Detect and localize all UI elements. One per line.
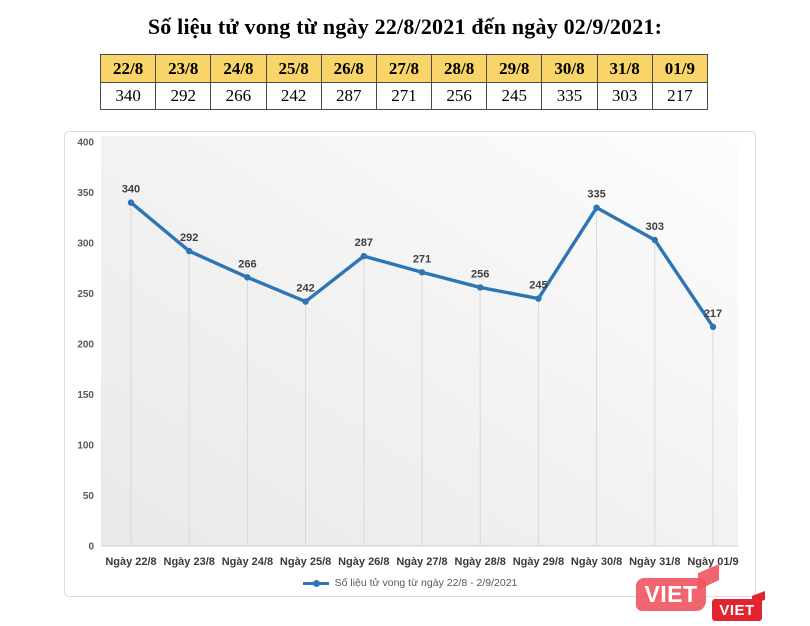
y-tick-label: 0 <box>88 542 94 553</box>
watermark-badge-large: VIET <box>636 578 706 611</box>
table-header-cell: 28/8 <box>431 54 488 83</box>
table-header-cell: 24/8 <box>210 54 267 83</box>
table-header-cell: 30/8 <box>541 54 598 83</box>
table-header-cell: 25/8 <box>265 54 322 83</box>
data-label: 217 <box>704 308 722 320</box>
table-value-cell: 271 <box>375 82 433 110</box>
x-tick-label: Ngày 25/8 <box>280 556 331 568</box>
table-value-row: 340 292 266 242 287 271 256 245 335 303 217 <box>99 82 709 110</box>
watermark-badge-small: VIET <box>712 599 762 621</box>
y-tick-label: 300 <box>77 239 94 250</box>
table-value-cell: 287 <box>320 82 377 110</box>
data-point <box>477 284 484 291</box>
line-chart-svg: 0 50 100 150 200 250 300 350 400 340 292 266 242 287 2… <box>77 136 739 568</box>
table-value-cell: 335 <box>541 82 598 110</box>
y-tick-label: 200 <box>77 340 94 351</box>
legend-line-marker-icon <box>302 579 329 587</box>
x-tick-label: Ngày 01/9 <box>687 556 738 568</box>
x-tick-label: Ngày 29/8 <box>513 556 564 568</box>
data-label: 292 <box>180 232 198 244</box>
chart-card: 0 50 100 150 200 250 300 350 400 340 292 266 242 287 2… <box>64 131 756 597</box>
y-tick-label: 250 <box>77 289 94 300</box>
data-point <box>535 295 542 302</box>
legend-label: Số liệu tử vong từ ngày 22/8 - 2/9/2021 <box>334 577 518 589</box>
x-tick-label: Ngày 27/8 <box>396 556 447 568</box>
x-tick-label: Ngày 23/8 <box>164 556 215 568</box>
data-point <box>127 199 135 206</box>
chart-plot-group: 0 50 100 150 200 250 300 350 400 340 292 266 242 287 2… <box>77 136 739 568</box>
table-value-cell: 245 <box>486 82 543 110</box>
data-label: 266 <box>238 258 256 270</box>
table-header-cell: 22/8 <box>99 54 157 83</box>
data-label: 271 <box>413 253 431 265</box>
data-label: 340 <box>122 184 140 196</box>
table-value-cell: 292 <box>155 82 212 110</box>
table-value-cell: 266 <box>210 82 267 110</box>
table-header-row: 22/8 23/8 24/8 25/8 26/8 27/8 28/8 29/8 30/8 31/8… <box>99 54 709 83</box>
data-point <box>418 269 426 276</box>
data-point <box>709 323 717 331</box>
chart-legend: Số liệu tử vong từ ngày 22/8 - 2/9/2021 <box>65 575 755 591</box>
data-point <box>186 247 193 255</box>
data-label: 303 <box>646 221 664 233</box>
table-header-cell: 29/8 <box>486 54 543 83</box>
y-tick-label: 50 <box>83 491 95 502</box>
table-value-cell: 340 <box>99 82 157 110</box>
data-table: 22/8 23/8 24/8 25/8 26/8 27/8 28/8 29/8 30/8 31/8… <box>99 54 709 110</box>
x-tick-label: Ngày 24/8 <box>222 556 273 568</box>
data-point <box>651 236 658 244</box>
data-point <box>244 274 251 281</box>
x-tick-label: Ngày 28/8 <box>455 556 506 568</box>
data-label: 245 <box>529 280 547 292</box>
table-header-cell: 01/9 <box>651 54 709 83</box>
plot-area <box>101 136 738 546</box>
x-tick-label: Ngày 22/8 <box>105 556 156 568</box>
y-tick-label: 150 <box>77 390 94 401</box>
y-tick-label: 100 <box>77 441 94 452</box>
y-tick-label: 400 <box>77 138 94 149</box>
table-header-cell: 26/8 <box>320 54 377 83</box>
table-value-cell: 242 <box>265 82 322 110</box>
table-header-cell: 23/8 <box>155 54 212 83</box>
x-tick-label: Ngày 26/8 <box>338 556 389 568</box>
table-header-cell: 27/8 <box>375 54 433 83</box>
data-label: 256 <box>471 268 489 280</box>
x-tick-label: Ngày 30/8 <box>571 556 622 568</box>
page-title: Số liệu tử vong từ ngày 22/8/2021 đến ng… <box>147 14 663 39</box>
x-tick-label: Ngày 31/8 <box>629 556 680 568</box>
table-header-cell: 31/8 <box>596 54 653 83</box>
data-point <box>593 204 600 211</box>
data-point <box>302 298 309 305</box>
data-label: 287 <box>355 237 373 249</box>
table-value-cell: 303 <box>596 82 653 110</box>
data-point <box>360 252 367 260</box>
y-tick-label: 350 <box>77 188 94 199</box>
table-value-cell: 256 <box>431 82 488 110</box>
data-label: 335 <box>587 189 605 201</box>
data-label: 242 <box>296 283 314 295</box>
table-value-cell: 217 <box>651 82 709 110</box>
